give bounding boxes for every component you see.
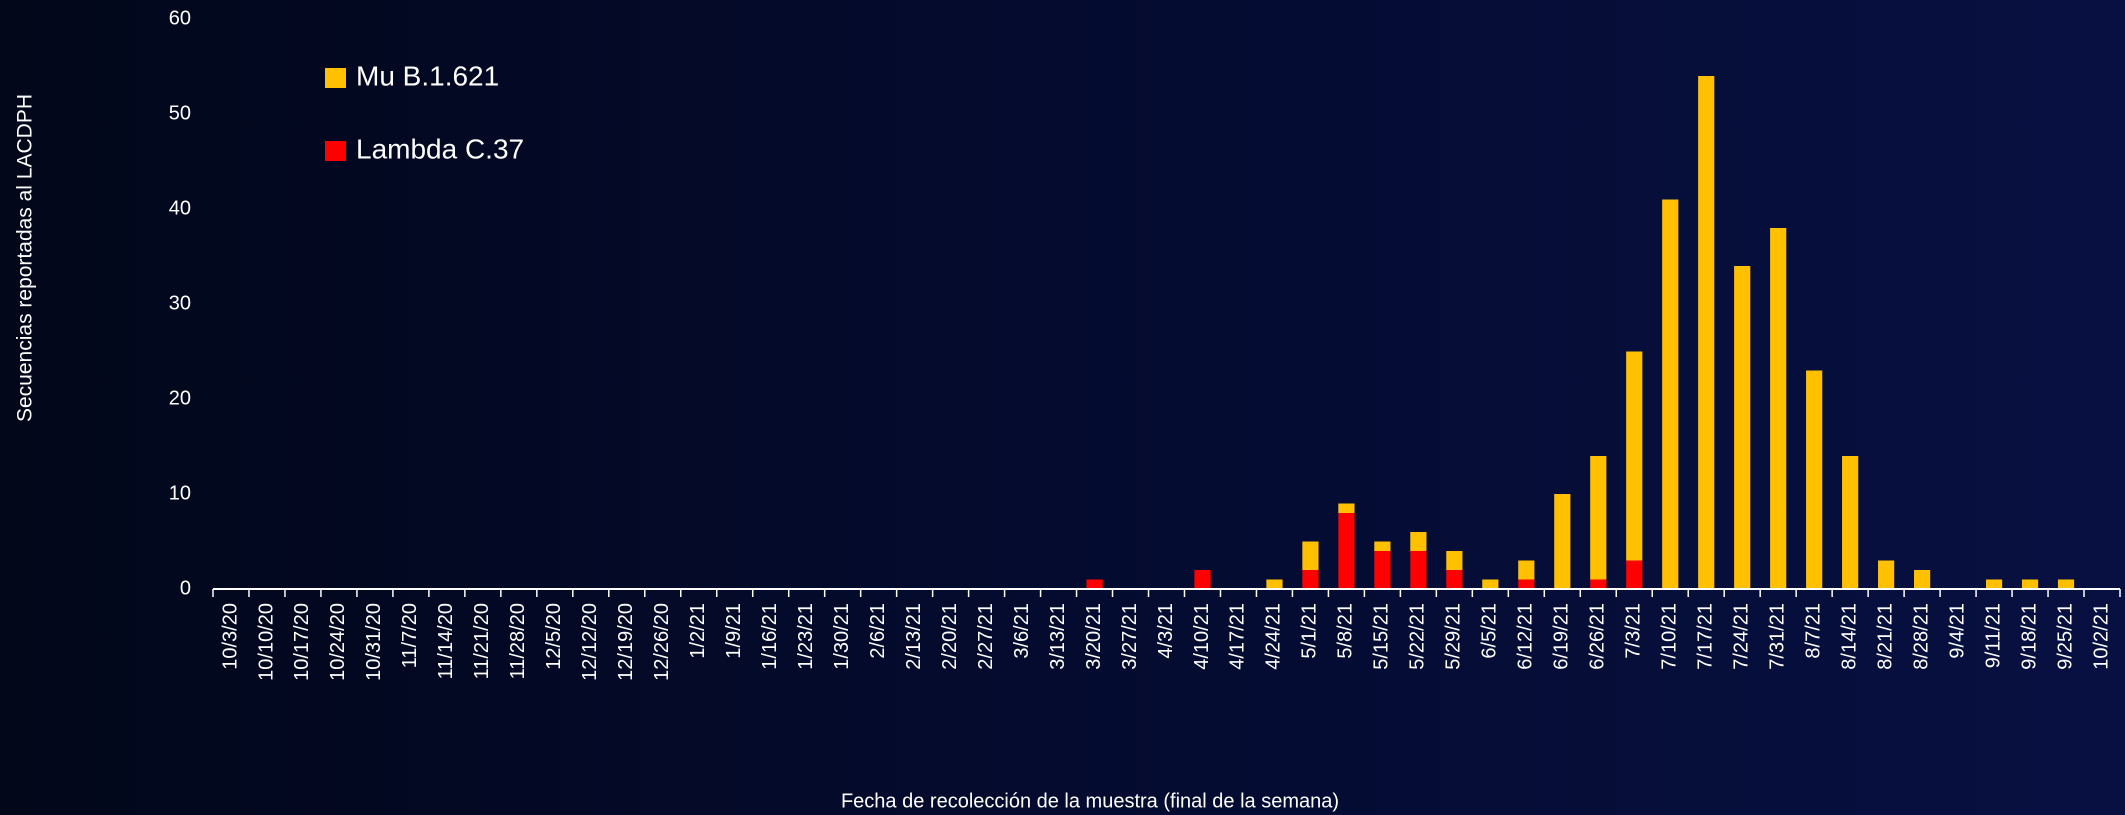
x-tick-label: 3/13/21 xyxy=(1047,603,1069,670)
x-tick-label: 7/3/21 xyxy=(1623,603,1645,659)
x-tick-label: 10/10/20 xyxy=(255,603,277,681)
x-tick-label: 3/27/21 xyxy=(1119,603,1141,670)
x-tick-label: 4/10/21 xyxy=(1191,603,1213,670)
bar xyxy=(1338,503,1355,513)
legend-swatch xyxy=(325,141,346,161)
bar xyxy=(1482,579,1499,589)
bar xyxy=(1842,456,1859,589)
x-tick-label: 10/3/20 xyxy=(219,603,241,670)
x-tick-label: 6/19/21 xyxy=(1551,603,1573,670)
legend-label: Mu B.1.621 xyxy=(356,60,499,91)
y-tick-label: 50 xyxy=(169,102,191,124)
bar xyxy=(1734,266,1751,589)
x-tick-label: 5/29/21 xyxy=(1443,603,1465,670)
bar xyxy=(2057,579,2075,589)
x-tick-label: 1/2/21 xyxy=(687,603,709,659)
bar xyxy=(1626,351,1643,561)
x-tick-label: 9/18/21 xyxy=(2018,603,2040,670)
bar xyxy=(1698,76,1715,589)
y-tick-label: 60 xyxy=(169,7,191,29)
bar xyxy=(1518,579,1535,589)
x-tick-label: 6/12/21 xyxy=(1515,603,1537,670)
x-tick-label: 5/8/21 xyxy=(1335,603,1357,659)
x-tick-label: 10/24/20 xyxy=(327,603,349,681)
bar xyxy=(1590,579,1607,589)
x-axis-title: Fecha de recolección de la muestra (fina… xyxy=(841,790,1339,812)
x-tick-label: 2/6/21 xyxy=(867,603,889,659)
bar xyxy=(1302,570,1319,589)
x-tick-label: 6/26/21 xyxy=(1587,603,1609,670)
x-tick-label: 7/31/21 xyxy=(1766,603,1788,670)
x-tick-label: 4/24/21 xyxy=(1263,603,1285,670)
bar xyxy=(1338,513,1355,589)
x-tick-label: 10/31/20 xyxy=(363,603,385,681)
x-tick-label: 12/26/20 xyxy=(651,603,673,681)
legend-swatch xyxy=(325,68,346,88)
x-tick-label: 9/11/21 xyxy=(1982,603,2004,668)
bar xyxy=(1806,370,1823,589)
x-tick-label: 2/27/21 xyxy=(975,603,997,670)
y-axis-title: Secuencias reportadas al LACDPH xyxy=(14,94,37,422)
bar xyxy=(2021,579,2039,589)
x-tick-label: 10/2/21 xyxy=(2090,603,2112,670)
x-tick-label: 3/20/21 xyxy=(1083,603,1105,670)
x-tick-label: 1/30/21 xyxy=(831,603,853,670)
bar xyxy=(1302,541,1319,570)
x-tick-label: 12/12/20 xyxy=(579,603,601,681)
x-tick-label: 1/9/21 xyxy=(723,603,745,659)
bar xyxy=(1410,532,1427,551)
bar xyxy=(1878,560,1895,589)
bar xyxy=(1194,570,1211,589)
bar xyxy=(1590,456,1607,580)
x-tick-label: 10/17/20 xyxy=(291,603,313,681)
bar xyxy=(1374,551,1391,589)
y-tick-label: 10 xyxy=(169,482,191,504)
x-tick-label: 6/5/21 xyxy=(1479,603,1501,659)
x-tick-label: 11/28/20 xyxy=(507,603,529,679)
bar xyxy=(1770,228,1787,589)
x-tick-label: 8/7/21 xyxy=(1802,603,1824,659)
x-tick-label: 4/17/21 xyxy=(1227,603,1249,670)
bar xyxy=(1086,579,1103,589)
bar xyxy=(1662,199,1679,589)
x-tick-label: 9/4/21 xyxy=(1946,603,1968,659)
x-tick-label: 8/14/21 xyxy=(1838,603,1860,670)
x-tick-label: 7/10/21 xyxy=(1659,603,1681,670)
x-tick-label: 7/24/21 xyxy=(1730,603,1752,670)
y-tick-label: 30 xyxy=(169,292,191,314)
x-tick-label: 12/5/20 xyxy=(543,603,565,670)
y-tick-label: 0 xyxy=(180,577,191,599)
bar xyxy=(1266,579,1283,589)
bar xyxy=(1985,579,2003,589)
y-tick-label: 20 xyxy=(169,387,191,409)
x-tick-label: 11/14/20 xyxy=(435,603,457,679)
x-tick-label: 11/7/20 xyxy=(399,603,421,668)
bar xyxy=(1446,551,1463,570)
x-tick-label: 4/3/21 xyxy=(1155,603,1177,659)
x-tick-label: 9/25/21 xyxy=(2054,603,2076,670)
bar xyxy=(1554,494,1571,589)
x-tick-label: 11/21/20 xyxy=(471,603,493,679)
x-tick-label: 1/23/21 xyxy=(795,603,817,670)
x-tick-label: 7/17/21 xyxy=(1694,603,1716,670)
bar xyxy=(1914,570,1931,589)
x-tick-label: 8/28/21 xyxy=(1910,603,1932,670)
x-tick-label: 5/15/21 xyxy=(1371,603,1393,670)
y-tick-label: 40 xyxy=(169,197,191,219)
x-tick-label: 5/22/21 xyxy=(1407,603,1429,670)
x-tick-label: 3/6/21 xyxy=(1011,603,1033,659)
x-tick-label: 8/21/21 xyxy=(1874,603,1896,670)
x-tick-label: 2/20/21 xyxy=(939,603,961,670)
bar xyxy=(1446,570,1463,589)
x-tick-label: 12/19/20 xyxy=(615,603,637,681)
bar xyxy=(1518,560,1535,580)
bar xyxy=(1410,551,1427,589)
legend-label: Lambda C.37 xyxy=(356,133,524,164)
bar xyxy=(1626,560,1643,589)
x-tick-label: 5/1/21 xyxy=(1299,603,1321,659)
bar xyxy=(1374,541,1391,551)
x-tick-label: 1/16/21 xyxy=(759,603,781,670)
x-tick-label: 2/13/21 xyxy=(903,603,925,670)
